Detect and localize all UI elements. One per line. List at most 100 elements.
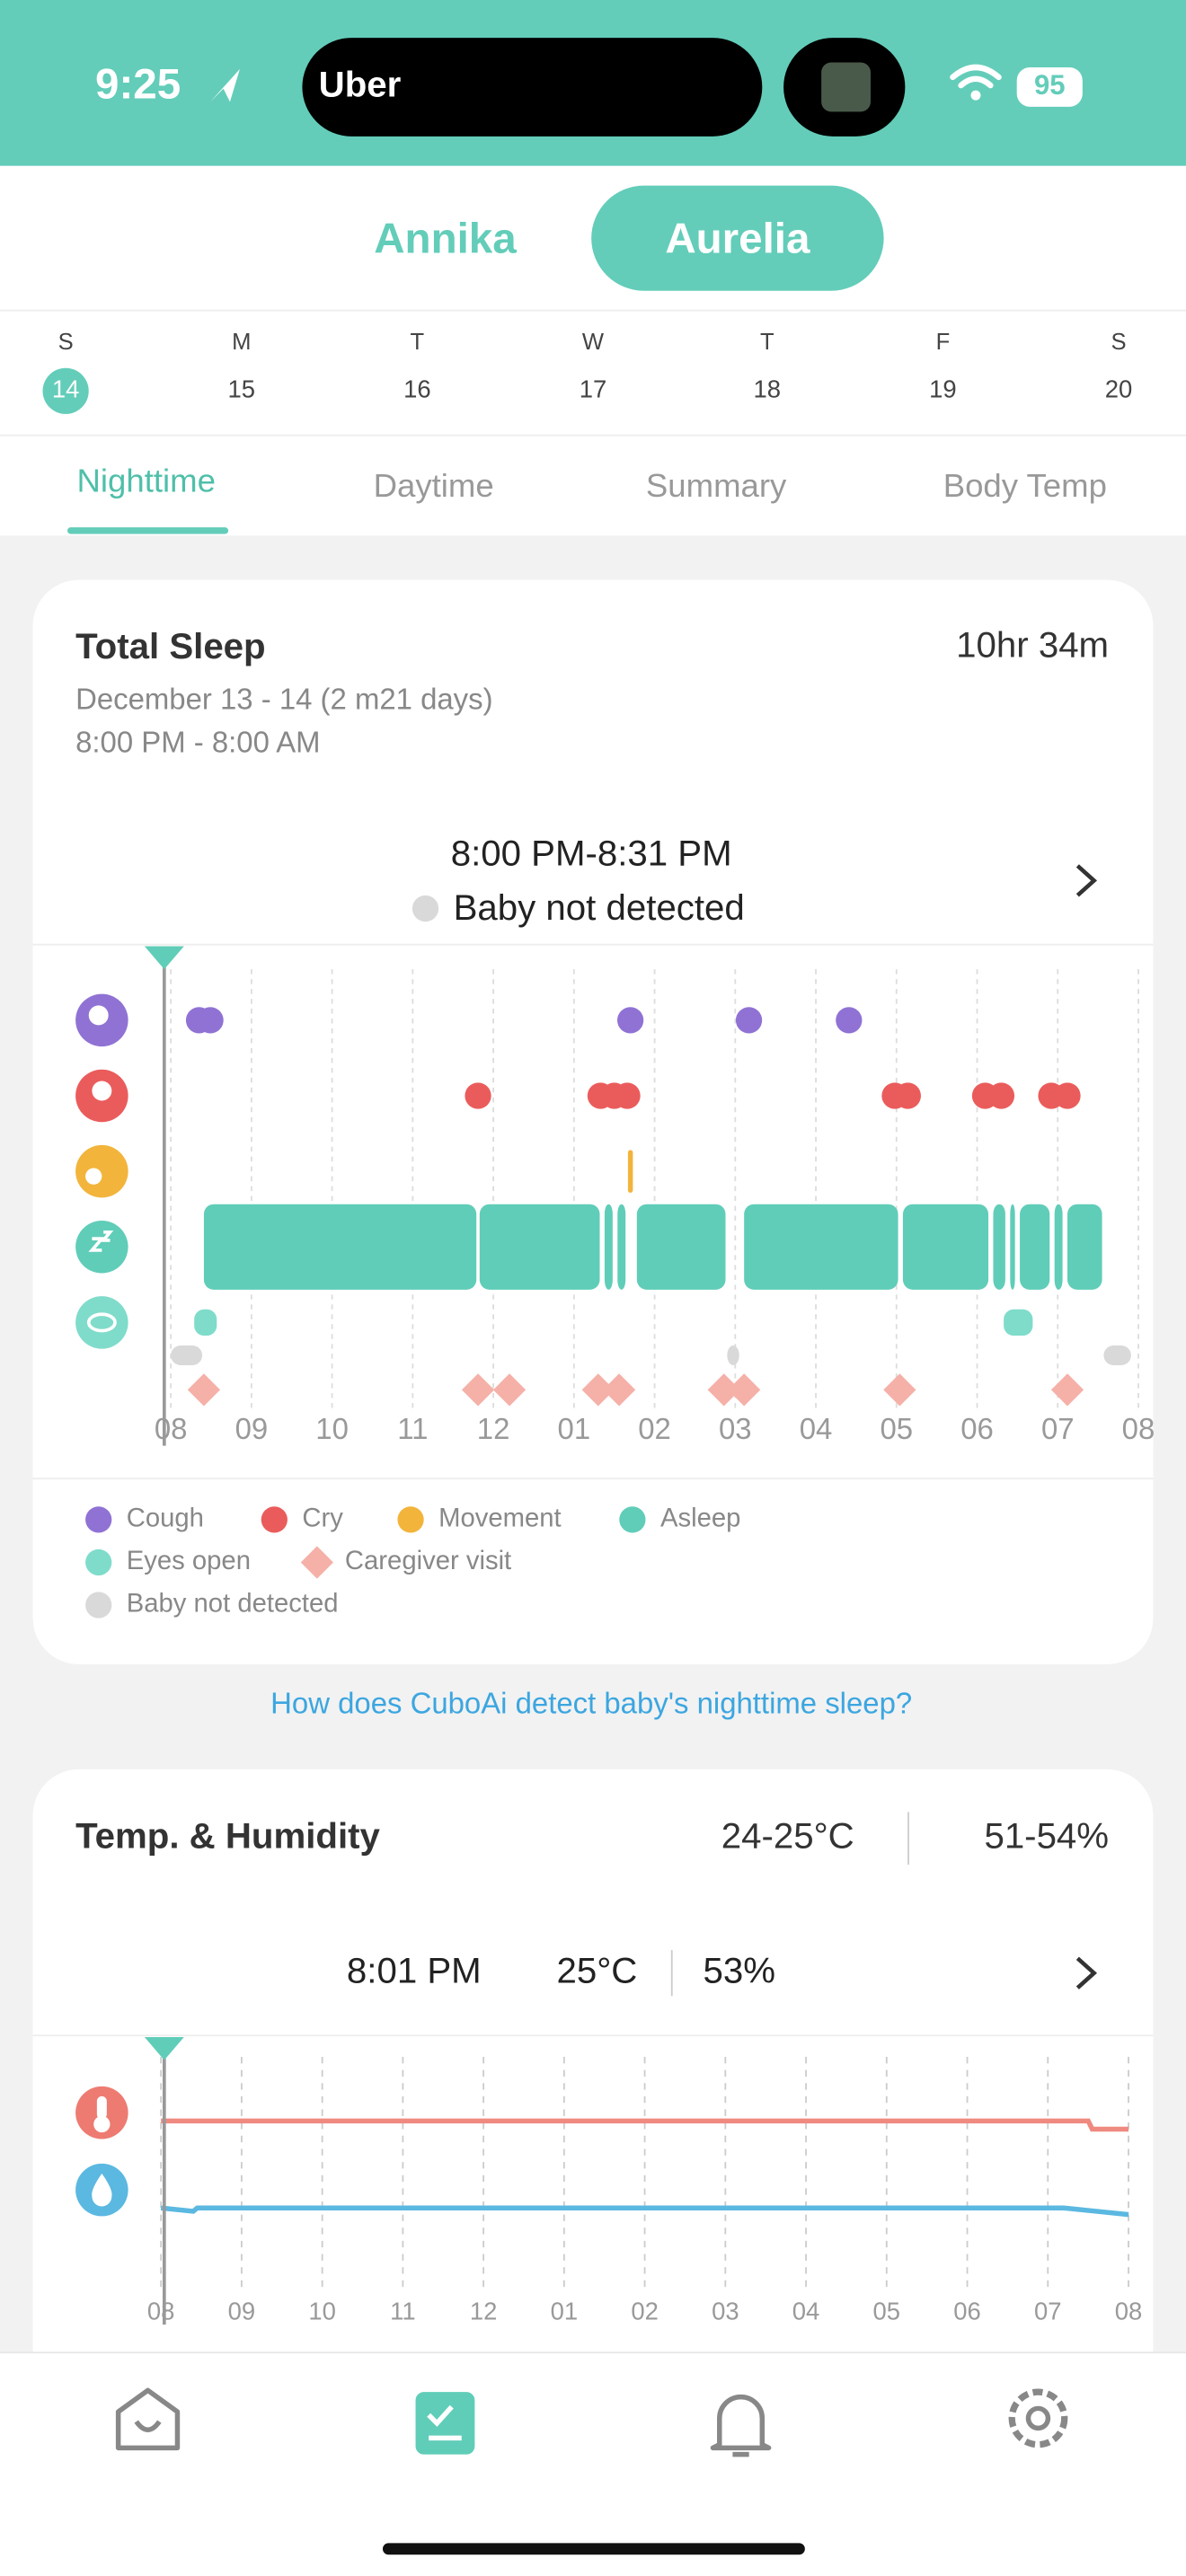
icon-glyph bbox=[96, 2095, 107, 2120]
caregiver-mark bbox=[728, 1373, 761, 1407]
event-span bbox=[1020, 1204, 1050, 1290]
icon-glyph bbox=[86, 1312, 117, 1333]
activity-label: Uber bbox=[319, 65, 402, 105]
alerts-tab[interactable] bbox=[710, 2394, 772, 2457]
legend-label: Asleep bbox=[660, 1504, 740, 1533]
selected-day bbox=[42, 367, 89, 414]
date[interactable]: 16 bbox=[403, 375, 431, 403]
help-link[interactable]: How does CuboAi detect baby's nighttime … bbox=[270, 1686, 912, 1719]
event-span bbox=[727, 1345, 739, 1365]
legend-marker bbox=[85, 1548, 112, 1576]
x-tick-label: 03 bbox=[719, 1412, 752, 1445]
event-span bbox=[1004, 1309, 1033, 1337]
battery-level: 95 bbox=[1034, 69, 1066, 101]
caregiver-mark bbox=[187, 1373, 221, 1407]
caregiver-mark bbox=[602, 1373, 636, 1407]
x-tick-label: 08 bbox=[147, 2298, 175, 2325]
legend-label: Baby not detected bbox=[127, 1590, 339, 1619]
selected-status: Baby not detected bbox=[454, 887, 745, 928]
date-range: December 13 - 14 (2 m21 days) bbox=[75, 683, 492, 716]
status-dot bbox=[412, 895, 439, 922]
card-title: Temp. & Humidity bbox=[75, 1815, 380, 1856]
home-indicator bbox=[382, 2543, 805, 2555]
event-span bbox=[604, 1204, 613, 1290]
legend-marker bbox=[619, 1506, 646, 1533]
temperature-line bbox=[161, 2118, 1129, 2132]
event-tick bbox=[627, 1150, 633, 1193]
chevron[interactable] bbox=[1075, 1956, 1098, 1989]
legend-marker bbox=[85, 1592, 112, 1619]
time-range: 8:00 PM - 8:00 AM bbox=[75, 725, 320, 758]
event-dot bbox=[894, 1082, 921, 1109]
event-span bbox=[1067, 1204, 1102, 1290]
selected-temp: 25°C bbox=[557, 1950, 638, 1990]
selected-time: 8:01 PM bbox=[347, 1950, 482, 1990]
legend-label: Caregiver visit bbox=[345, 1547, 511, 1575]
activity-thumb bbox=[821, 62, 871, 112]
event-span bbox=[902, 1204, 989, 1290]
caregiver-mark bbox=[461, 1373, 495, 1407]
date[interactable]: 18 bbox=[754, 375, 782, 403]
date[interactable]: 17 bbox=[580, 375, 607, 403]
x-tick-label: 01 bbox=[558, 1412, 591, 1445]
weekday: F bbox=[936, 330, 951, 355]
event-span bbox=[1010, 1204, 1015, 1290]
tab[interactable]: Daytime bbox=[374, 467, 494, 504]
battery bbox=[1016, 66, 1083, 107]
event-span bbox=[171, 1345, 203, 1365]
x-tick-label: 05 bbox=[880, 1412, 913, 1445]
weekday: T bbox=[760, 330, 774, 355]
caregiver-mark bbox=[707, 1373, 740, 1407]
date[interactable]: 20 bbox=[1105, 375, 1133, 403]
total-sleep: 10hr 34m bbox=[956, 624, 1109, 665]
wifi-dot bbox=[970, 90, 981, 101]
settings-tab[interactable] bbox=[1008, 2388, 1068, 2448]
weekday: M bbox=[232, 330, 251, 355]
profile-tab[interactable]: Annika bbox=[374, 215, 517, 262]
event-dot bbox=[987, 1082, 1015, 1109]
x-tick-label: 07 bbox=[1034, 2298, 1062, 2325]
weekday: S bbox=[1111, 330, 1127, 355]
icon-glyph bbox=[92, 1081, 112, 1101]
profile-active-bg[interactable] bbox=[591, 185, 884, 291]
chevron[interactable] bbox=[1075, 864, 1098, 897]
x-tick-label: 12 bbox=[470, 2298, 498, 2325]
x-tick-label: 01 bbox=[551, 2298, 579, 2325]
tab[interactable]: Nighttime bbox=[77, 462, 216, 498]
report-tab[interactable] bbox=[415, 2392, 475, 2455]
tab[interactable]: Summary bbox=[646, 467, 787, 504]
icon-glyph bbox=[92, 2173, 112, 2207]
cursor-head[interactable] bbox=[144, 2037, 184, 2060]
legend-label: Cough bbox=[127, 1504, 204, 1533]
clock: 9:25 bbox=[95, 60, 181, 108]
humidity-range: 51-54% bbox=[984, 1815, 1109, 1856]
event-dot bbox=[197, 1007, 224, 1034]
legend-marker bbox=[261, 1506, 288, 1533]
date[interactable]: 15 bbox=[227, 375, 255, 403]
weekday: S bbox=[58, 330, 74, 355]
event-dot bbox=[735, 1007, 763, 1034]
selected-humidity: 53% bbox=[703, 1950, 774, 1990]
event-span bbox=[636, 1204, 726, 1290]
date[interactable]: 14 bbox=[52, 375, 80, 403]
event-span bbox=[203, 1204, 477, 1290]
cursor-head[interactable] bbox=[144, 946, 184, 970]
x-tick-label: 06 bbox=[960, 1412, 994, 1445]
home-tab[interactable] bbox=[115, 2387, 181, 2451]
x-tick-label: 08 bbox=[1122, 1412, 1155, 1445]
caregiver-mark bbox=[1050, 1373, 1084, 1407]
date[interactable]: 19 bbox=[929, 375, 957, 403]
x-tick-label: 04 bbox=[800, 1412, 833, 1445]
x-tick-label: 04 bbox=[792, 2298, 820, 2325]
event-span bbox=[617, 1204, 626, 1290]
tab[interactable]: Body Temp bbox=[943, 467, 1107, 504]
settings-glyph bbox=[1025, 2405, 1051, 2431]
x-tick-label: 08 bbox=[155, 1412, 188, 1445]
profile-tab-active[interactable]: Aurelia bbox=[665, 215, 810, 262]
x-tick-label: 11 bbox=[397, 1412, 428, 1445]
dynamic-island[interactable] bbox=[302, 38, 763, 137]
caregiver-mark bbox=[883, 1373, 916, 1407]
x-tick-label: 05 bbox=[873, 2298, 901, 2325]
